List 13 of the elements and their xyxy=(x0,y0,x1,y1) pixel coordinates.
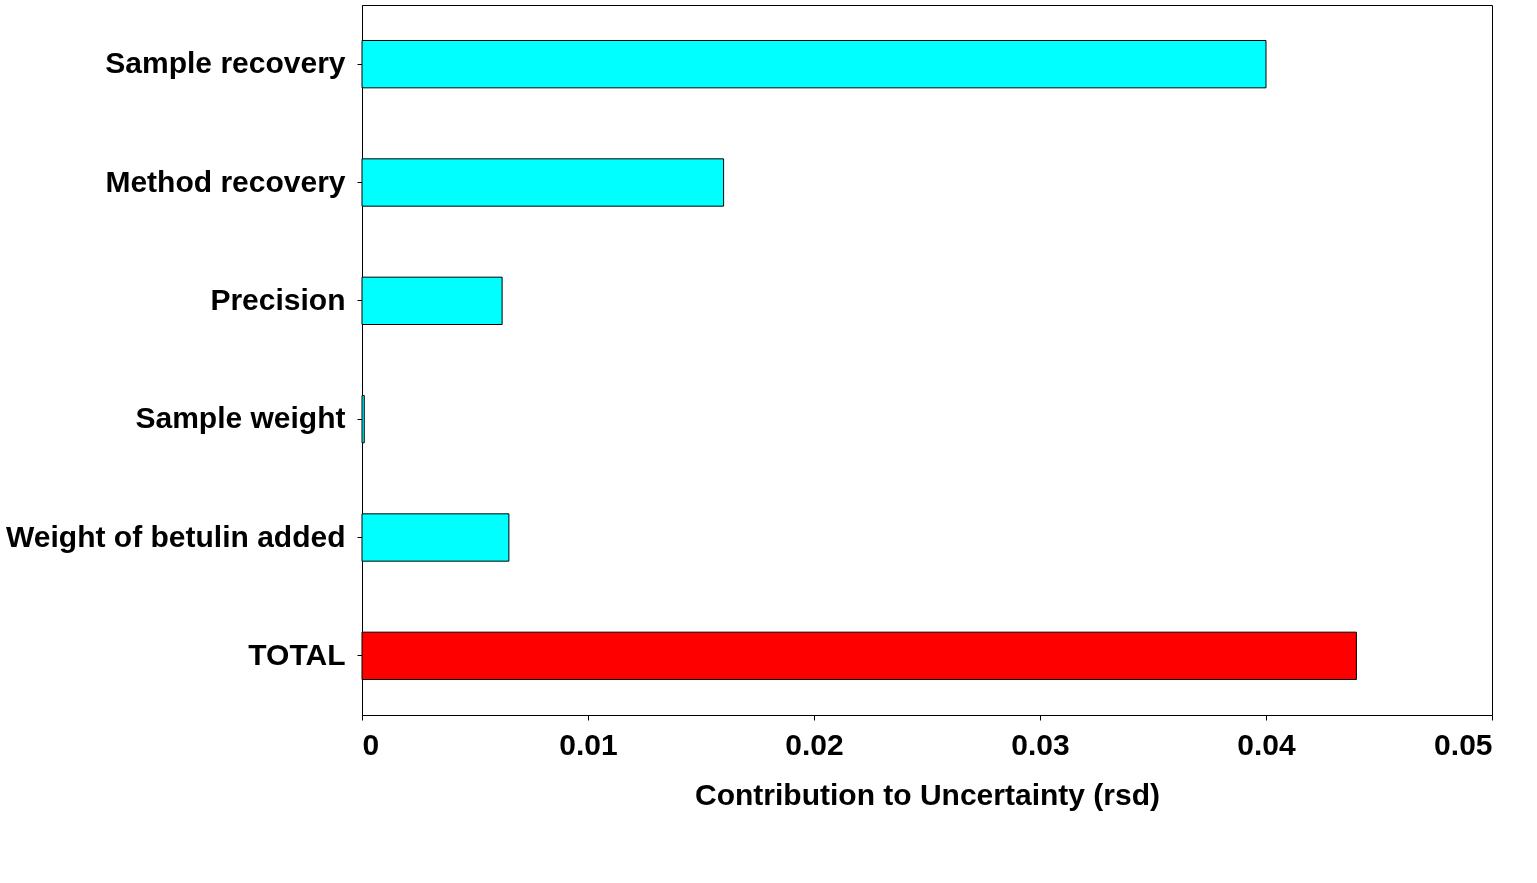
x-tick-label: 0 xyxy=(362,727,380,761)
y-tick-label: Precision xyxy=(210,282,346,316)
x-tick-label: 0.02 xyxy=(785,727,844,761)
x-tick-label: 0.01 xyxy=(559,727,618,761)
y-tick-label: TOTAL xyxy=(248,637,346,671)
y-tick-label: Method recovery xyxy=(105,164,346,198)
y-tick-label: Weight of betulin added xyxy=(6,519,346,553)
x-tick-label: 0.05 xyxy=(1434,727,1493,761)
y-tick-label: Sample recovery xyxy=(105,46,346,80)
y-tick-label: Sample weight xyxy=(135,401,346,435)
x-tick-label: 0.04 xyxy=(1237,727,1297,761)
x-tick-label: 0.03 xyxy=(1011,727,1070,761)
x-axis-title: Contribution to Uncertainty (rsd) xyxy=(695,777,1160,811)
